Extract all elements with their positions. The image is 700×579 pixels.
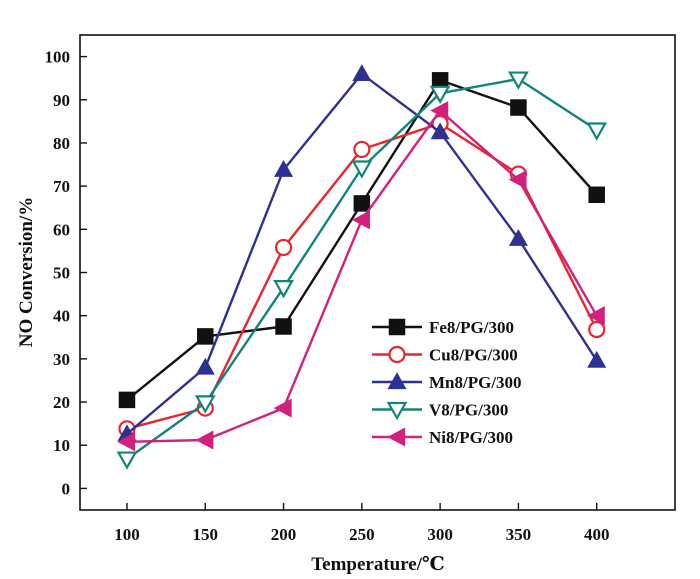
data-point	[118, 391, 136, 409]
data-point	[195, 357, 215, 375]
data-point	[587, 350, 607, 368]
y-tick-label: 90	[53, 91, 70, 110]
y-tick-label: 50	[53, 264, 70, 283]
data-point	[588, 320, 606, 339]
legend-item: Ni8/PG/300	[372, 427, 513, 447]
legend-item: Mn8/PG/300	[372, 372, 522, 392]
y-tick-label: 100	[45, 48, 71, 67]
legend-item: Cu8/PG/300	[372, 346, 518, 365]
series-ni8-pg-300	[117, 101, 605, 452]
data-point	[586, 122, 608, 141]
y-axis-label: NO Conversion/%	[16, 197, 37, 347]
series-fe8-pg-300	[118, 72, 605, 409]
series-line	[126, 109, 598, 443]
legend-label: Fe8/PG/300	[429, 318, 514, 337]
data-point	[273, 398, 292, 418]
y-tick-label: 40	[53, 307, 70, 326]
y-tick-label: 0	[62, 479, 71, 498]
data-point	[508, 229, 528, 246]
series-mn8-pg-300	[117, 64, 607, 442]
data-point	[352, 210, 370, 230]
y-tick-label: 60	[53, 220, 70, 239]
data-point	[195, 430, 214, 450]
data-point	[510, 99, 527, 116]
legend-marker	[388, 318, 406, 336]
data-point	[508, 71, 529, 90]
legend-marker	[387, 427, 406, 447]
y-tick-label: 80	[53, 134, 70, 153]
legend-label: Cu8/PG/300	[429, 346, 518, 365]
series-v8-pg-300	[116, 71, 608, 470]
data-point	[586, 306, 605, 326]
x-tick-label: 100	[114, 525, 140, 544]
data-point	[275, 318, 292, 335]
data-point	[588, 186, 605, 204]
y-axis: 0 10 20 30 40 50 60 70 80 90 100	[45, 48, 87, 498]
data-point	[508, 170, 527, 190]
x-tick-label: 250	[349, 525, 375, 544]
data-point	[430, 101, 449, 121]
legend-label: Mn8/PG/300	[429, 373, 522, 392]
data-point	[431, 72, 449, 89]
y-tick-label: 20	[53, 393, 70, 412]
data-point	[353, 140, 371, 159]
series-line	[126, 77, 598, 460]
y-tick-label: 30	[53, 350, 70, 369]
data-point	[117, 432, 136, 452]
data-point	[116, 451, 138, 470]
x-axis: 100 150 200 250 300 350 400	[114, 503, 609, 544]
x-axis-label: Temperature/℃	[311, 554, 445, 575]
legend: Fe8/PG/300 Cu8/PG/300 Mn8/PG/300 V8/PG/300 N…	[372, 318, 522, 447]
series-layer	[116, 64, 608, 470]
series-line	[126, 79, 598, 401]
data-point	[273, 280, 294, 299]
data-point	[429, 85, 451, 105]
data-point	[274, 238, 293, 257]
plot-frame	[79, 34, 676, 511]
x-tick-label: 400	[584, 525, 610, 544]
data-point	[352, 64, 372, 81]
plot-border	[79, 34, 676, 511]
data-point	[274, 160, 294, 177]
x-tick-label: 300	[427, 525, 453, 544]
legend-marker	[386, 401, 408, 421]
x-tick-label: 150	[193, 525, 219, 544]
data-point	[353, 195, 371, 212]
legend-label: Ni8/PG/300	[429, 428, 513, 447]
y-tick-label: 70	[53, 177, 70, 196]
x-tick-label: 200	[271, 525, 297, 544]
y-tick-label: 10	[53, 436, 70, 455]
legend-marker	[387, 372, 407, 390]
data-point	[351, 160, 373, 179]
legend-marker	[388, 345, 406, 364]
legend-item: V8/PG/300	[372, 401, 508, 421]
series-line	[126, 72, 598, 435]
legend-item: Fe8/PG/300	[372, 318, 514, 337]
data-point	[430, 122, 450, 140]
x-tick-label: 350	[506, 525, 532, 544]
data-point	[194, 395, 216, 414]
legend-label: V8/PG/300	[429, 401, 508, 420]
data-point	[197, 328, 214, 345]
